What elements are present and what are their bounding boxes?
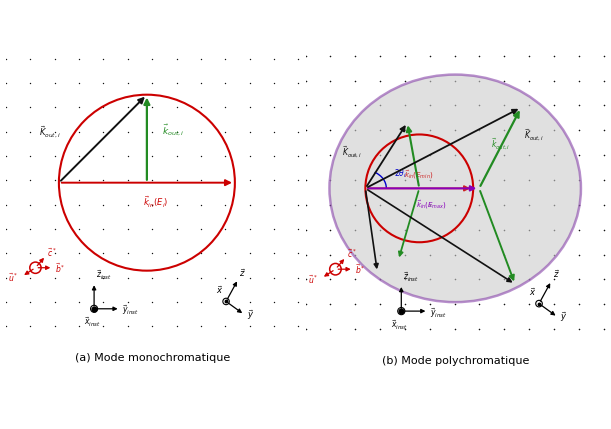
Text: $\vec{x}_{inst}$: $\vec{x}_{inst}$ (392, 319, 408, 332)
Text: $\vec{k}_{in}(E_i)$: $\vec{k}_{in}(E_i)$ (143, 194, 169, 210)
Text: $\vec{c}^*$: $\vec{c}^*$ (46, 246, 57, 259)
Text: $\vec{y}$: $\vec{y}$ (247, 308, 254, 322)
Text: $\vec{z}_{inst}$: $\vec{z}_{inst}$ (403, 271, 419, 284)
Text: $\vec{b}^*$: $\vec{b}^*$ (355, 262, 366, 276)
Ellipse shape (329, 75, 581, 302)
Text: (a) Mode monochromatique: (a) Mode monochromatique (75, 353, 230, 363)
Text: $\vec{y}$: $\vec{y}$ (560, 311, 567, 324)
Text: $2\theta_i$: $2\theta_i$ (394, 168, 407, 181)
Text: $\vec{z}_{inst}$: $\vec{z}_{inst}$ (95, 269, 112, 282)
Text: $\vec{K}_{out,i}$: $\vec{K}_{out,i}$ (524, 128, 544, 143)
Text: $\vec{b}^*$: $\vec{b}^*$ (55, 261, 65, 275)
Text: $\vec{k}_{in}(E_{max})$: $\vec{k}_{in}(E_{max})$ (415, 199, 447, 211)
Text: $\vec{k}_{in}(E_{min})$: $\vec{k}_{in}(E_{min})$ (404, 168, 434, 181)
Text: $\vec{K}_{out,i}$: $\vec{K}_{out,i}$ (38, 125, 60, 140)
Text: (b) Mode polychromatique: (b) Mode polychromatique (381, 356, 529, 366)
Text: $\vec{k}_{out,i}$: $\vec{k}_{out,i}$ (161, 122, 184, 138)
Text: $\vec{z}$: $\vec{z}$ (240, 267, 246, 279)
Text: $\vec{y}_{inst}$: $\vec{y}_{inst}$ (122, 303, 139, 317)
Text: $\vec{x}$: $\vec{x}$ (216, 284, 223, 296)
Text: $\vec{x}$: $\vec{x}$ (529, 287, 536, 298)
Text: $\vec{K}_{out,i}$: $\vec{K}_{out,i}$ (342, 145, 362, 160)
Text: $\vec{x}_{inst}$: $\vec{x}_{inst}$ (84, 316, 101, 329)
Text: $\vec{u}^*$: $\vec{u}^*$ (308, 274, 318, 286)
Text: $\vec{c}^*$: $\vec{c}^*$ (347, 248, 357, 260)
Text: $\vec{z}$: $\vec{z}$ (552, 269, 560, 281)
Text: $\vec{u}^*$: $\vec{u}^*$ (8, 272, 18, 284)
Text: $\vec{k}_{out,i}$: $\vec{k}_{out,i}$ (491, 137, 511, 152)
Text: $\vec{y}_{inst}$: $\vec{y}_{inst}$ (430, 306, 447, 320)
